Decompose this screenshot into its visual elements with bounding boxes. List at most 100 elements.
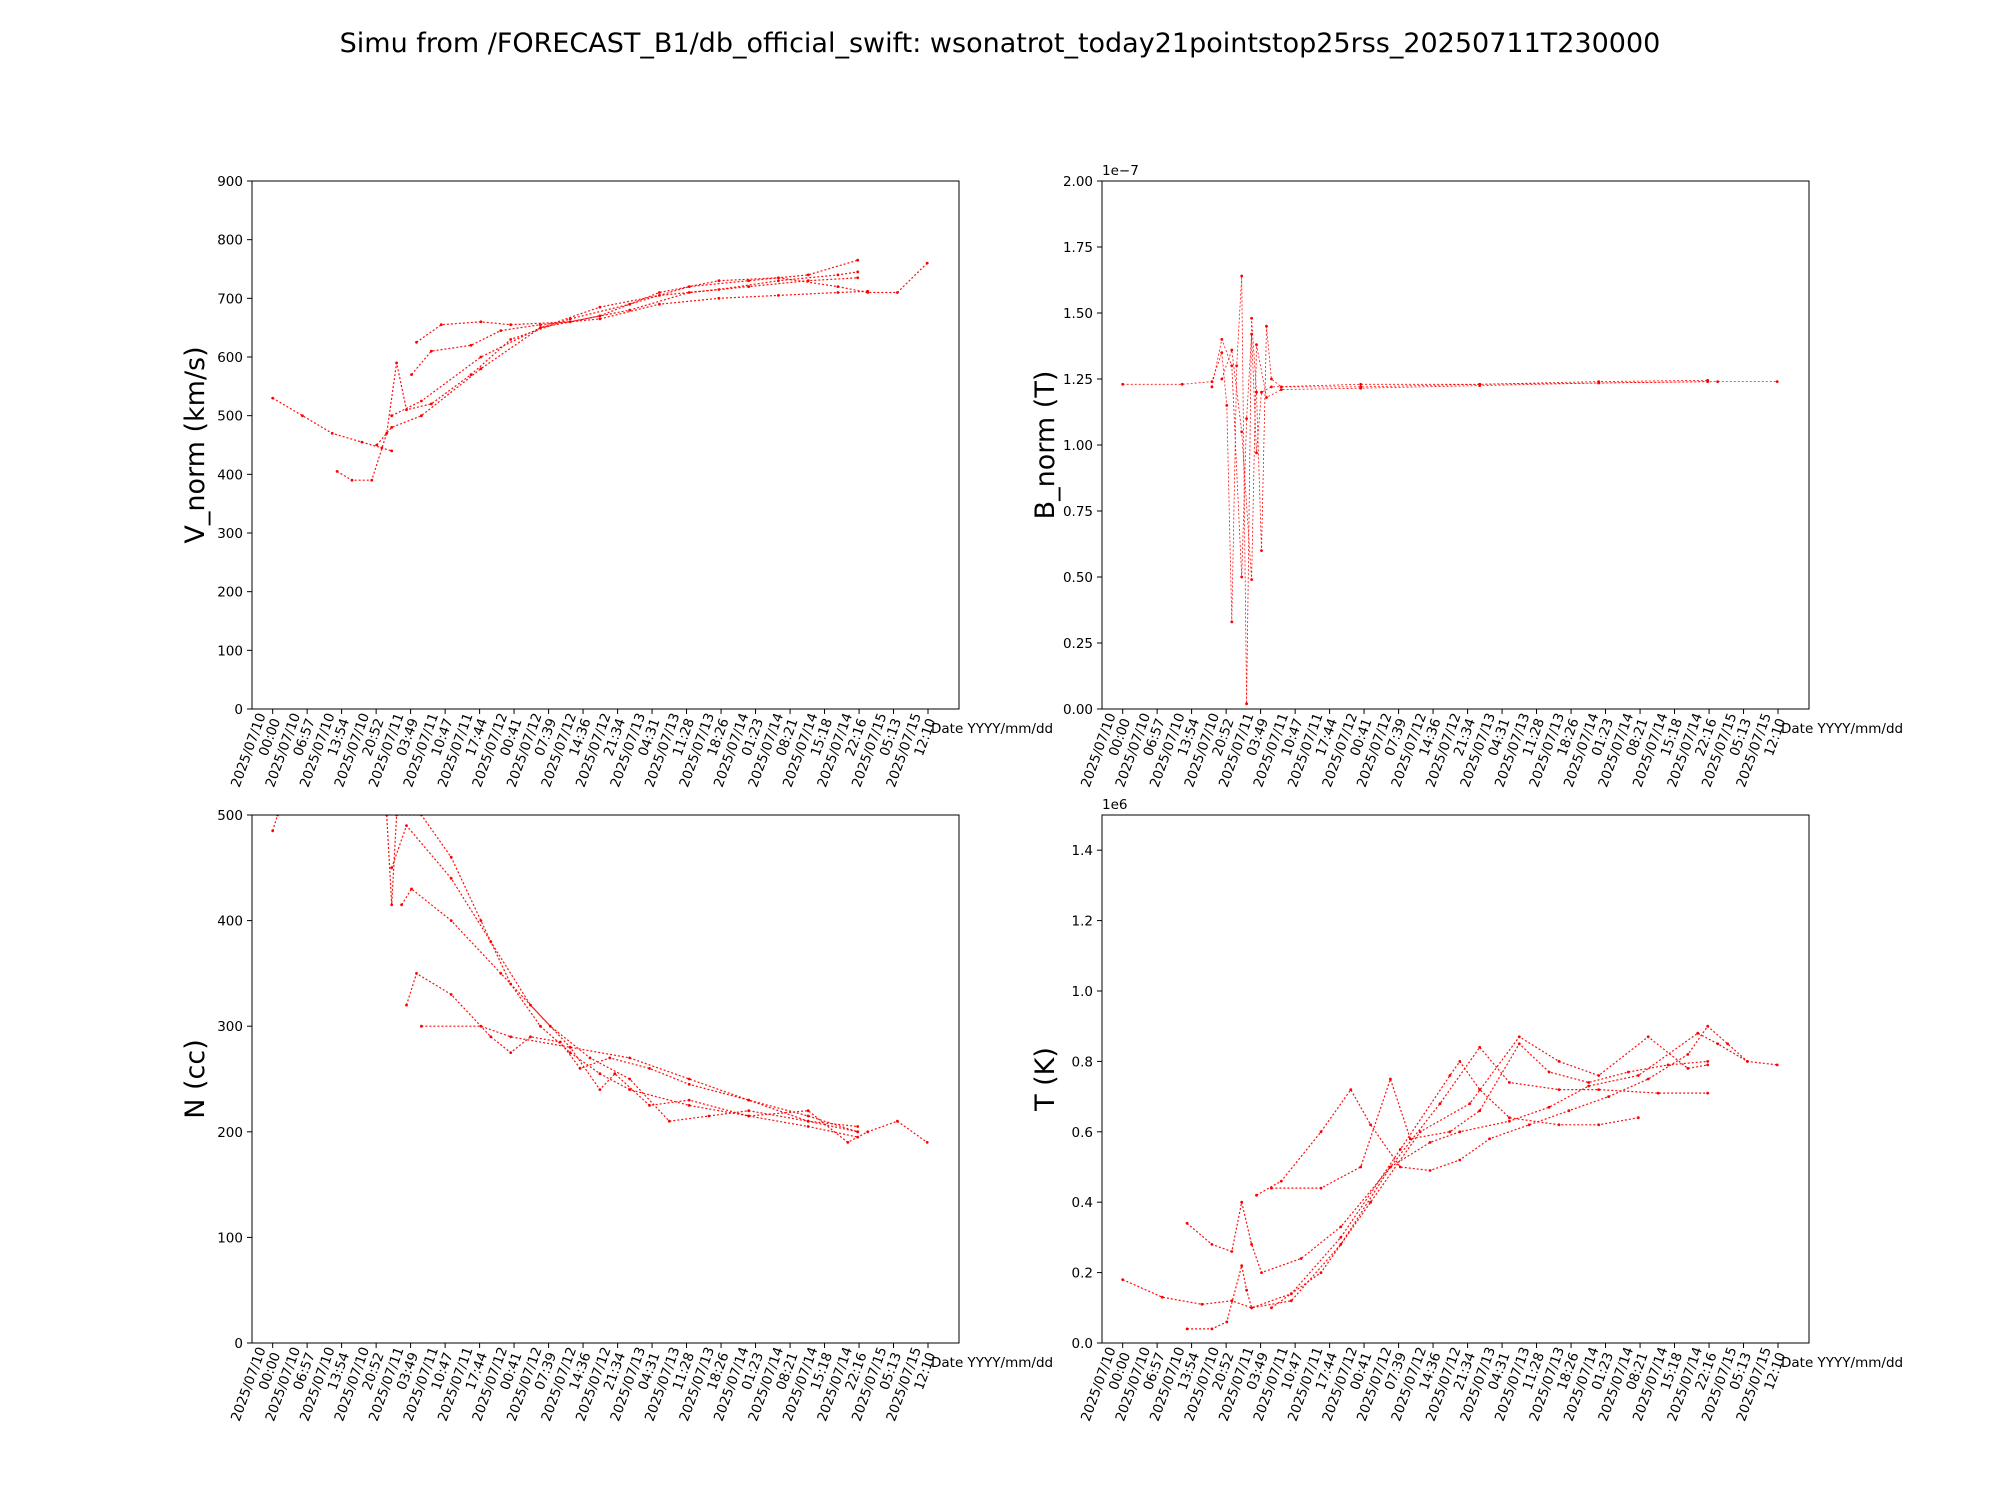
data-point	[390, 903, 394, 907]
data-point	[449, 993, 453, 996]
data-point	[777, 276, 780, 280]
x-axis-label: Date YYYY/mm/dd	[1781, 1355, 1903, 1371]
data-point	[449, 919, 453, 922]
data-point	[687, 291, 691, 294]
data-point	[405, 824, 408, 827]
data-point	[856, 276, 860, 280]
data-point	[370, 478, 374, 482]
data-point	[1230, 364, 1234, 368]
data-point	[1557, 1060, 1561, 1063]
data-point	[658, 294, 661, 297]
series-line-2	[391, 824, 928, 1144]
data-point	[1240, 274, 1244, 278]
data-point	[628, 1056, 632, 1060]
data-point	[1369, 1200, 1372, 1204]
data-point	[449, 855, 453, 859]
y-tick-label: 200	[217, 585, 243, 601]
data-point	[489, 1035, 493, 1039]
data-point	[1517, 1042, 1521, 1046]
data-point	[1260, 1271, 1263, 1274]
data-point	[806, 1114, 810, 1118]
data-point	[1646, 1035, 1650, 1039]
x-axis-label: Date YYYY/mm/dd	[931, 1355, 1053, 1371]
data-point	[1567, 1109, 1571, 1113]
data-point	[1706, 1060, 1710, 1063]
data-point	[1359, 382, 1363, 386]
data-point	[1255, 451, 1258, 455]
y-offset-label: 1e−7	[1102, 163, 1139, 179]
data-point	[1448, 1074, 1452, 1077]
y-tick-label: 0	[234, 1336, 243, 1352]
data-point	[806, 279, 810, 283]
data-point	[747, 1114, 751, 1118]
data-point	[856, 1130, 860, 1134]
y-tick-label: 400	[217, 467, 243, 483]
data-point	[1389, 1165, 1392, 1169]
data-point	[449, 877, 453, 880]
data-point	[1265, 396, 1268, 399]
y-tick-label: 700	[217, 291, 243, 307]
series-line-1	[1187, 1046, 1708, 1330]
data-point	[1458, 1158, 1462, 1162]
plot-area-b-norm	[1121, 274, 1779, 706]
y-tick-label: 0.2	[1072, 1266, 1093, 1282]
data-point	[1359, 1165, 1363, 1169]
data-point	[1488, 1137, 1491, 1141]
data-point	[1319, 1130, 1323, 1134]
y-tick-label: 0.4	[1072, 1195, 1093, 1211]
y-tick-label: 200	[217, 1125, 243, 1141]
data-point	[1716, 380, 1720, 383]
data-point	[509, 1051, 513, 1054]
data-point	[1508, 1119, 1511, 1123]
data-point	[1527, 1123, 1531, 1127]
data-point	[747, 285, 751, 288]
y-tick-label: 0.6	[1072, 1125, 1093, 1141]
data-point	[687, 1104, 691, 1107]
data-point	[1478, 384, 1482, 387]
data-point	[598, 1088, 602, 1091]
data-point	[1369, 1123, 1372, 1127]
data-point	[375, 443, 379, 447]
plot-area-t-temperature	[1121, 1024, 1779, 1331]
y-tick-label: 0	[234, 702, 243, 718]
y-axis-label: N (cc)	[180, 1039, 211, 1119]
data-point	[390, 866, 394, 870]
data-point	[405, 1003, 408, 1007]
series-line-0	[1122, 275, 1778, 704]
data-point	[1557, 1088, 1561, 1091]
data-point	[658, 291, 661, 294]
data-point	[747, 1109, 751, 1113]
data-point	[568, 320, 572, 324]
data-point	[1250, 1306, 1253, 1310]
data-point	[717, 279, 721, 283]
data-point	[648, 1067, 651, 1070]
data-point	[1686, 1067, 1690, 1070]
data-point	[747, 279, 751, 283]
data-point	[658, 302, 661, 306]
data-point	[846, 1141, 850, 1144]
series-line-3	[401, 888, 858, 1133]
data-point	[1458, 1130, 1462, 1134]
y-tick-label: 300	[217, 1019, 243, 1035]
series-line-0	[272, 397, 392, 452]
data-point	[479, 919, 483, 922]
data-point	[717, 288, 721, 291]
data-point	[1398, 1165, 1402, 1169]
y-tick-label: 600	[217, 350, 243, 366]
data-point	[925, 261, 929, 265]
y-tick-label: 1.2	[1072, 914, 1093, 930]
data-point	[1245, 1288, 1248, 1292]
data-point	[1418, 1130, 1422, 1134]
data-point	[1260, 390, 1263, 394]
data-point	[1775, 380, 1779, 383]
y-tick-label: 400	[217, 914, 243, 930]
data-point	[335, 470, 339, 473]
data-point	[667, 1119, 671, 1123]
data-point	[539, 326, 542, 330]
data-point	[608, 1056, 612, 1060]
data-point	[1240, 575, 1244, 579]
data-point	[1299, 1257, 1303, 1260]
data-point	[1706, 380, 1710, 383]
